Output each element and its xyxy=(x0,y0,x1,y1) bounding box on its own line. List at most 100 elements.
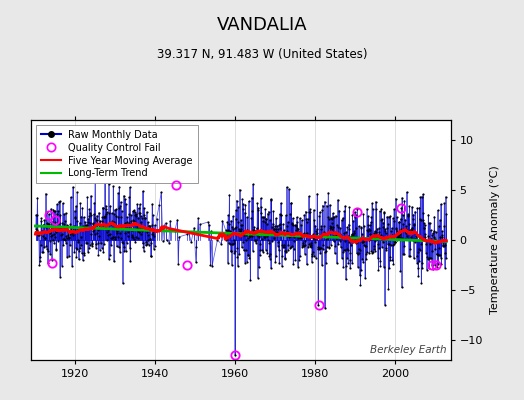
Point xyxy=(441,250,449,256)
Point xyxy=(81,223,90,230)
Point xyxy=(89,228,97,234)
Text: 39.317 N, 91.483 W (United States): 39.317 N, 91.483 W (United States) xyxy=(157,48,367,61)
Point xyxy=(262,216,270,222)
Point xyxy=(261,233,269,240)
Point xyxy=(296,253,304,260)
Point xyxy=(208,263,216,269)
Point xyxy=(81,222,89,229)
Point xyxy=(334,241,342,248)
Point xyxy=(263,232,271,239)
Point xyxy=(439,242,447,248)
Point xyxy=(383,213,391,220)
Point xyxy=(80,214,88,220)
Point xyxy=(314,302,322,308)
Point xyxy=(267,197,276,204)
Point xyxy=(412,253,421,260)
Point xyxy=(78,204,86,211)
Point xyxy=(119,240,127,246)
Point xyxy=(165,240,173,246)
Point xyxy=(145,222,154,229)
Point xyxy=(132,234,140,240)
Point xyxy=(235,226,243,232)
Point xyxy=(126,258,135,264)
Point xyxy=(311,222,320,229)
Point xyxy=(330,238,338,244)
Point xyxy=(308,259,316,265)
Point xyxy=(377,217,385,224)
Point xyxy=(432,238,441,244)
Point xyxy=(366,231,374,237)
Point xyxy=(256,241,264,247)
Point xyxy=(420,224,428,231)
Point xyxy=(289,246,298,252)
Point xyxy=(320,223,329,229)
Point xyxy=(281,255,289,262)
Point xyxy=(120,192,128,199)
Point xyxy=(357,224,365,231)
Point xyxy=(132,210,140,217)
Point xyxy=(205,222,214,228)
Point xyxy=(329,224,337,230)
Text: Berkeley Earth: Berkeley Earth xyxy=(370,345,446,355)
Point xyxy=(223,219,232,225)
Point xyxy=(399,251,407,257)
Point xyxy=(431,246,439,252)
Point xyxy=(405,221,413,227)
Point xyxy=(64,253,73,260)
Point xyxy=(415,204,423,211)
Point xyxy=(109,234,117,240)
Point xyxy=(285,230,293,236)
Point xyxy=(61,226,70,232)
Point xyxy=(410,238,419,245)
Point xyxy=(434,261,442,268)
Point xyxy=(116,249,124,255)
Point xyxy=(397,226,405,232)
Point xyxy=(110,210,118,217)
Point xyxy=(230,249,238,256)
Point xyxy=(333,224,342,230)
Point xyxy=(413,260,421,266)
Point xyxy=(155,202,163,208)
Point xyxy=(362,243,370,250)
Point xyxy=(134,235,142,241)
Point xyxy=(435,217,444,223)
Point xyxy=(378,236,387,243)
Point xyxy=(122,222,130,228)
Point xyxy=(324,213,332,220)
Point xyxy=(259,231,268,238)
Point xyxy=(288,242,296,249)
Point xyxy=(426,241,434,248)
Point xyxy=(243,227,252,234)
Point xyxy=(139,244,147,250)
Point xyxy=(319,246,327,252)
Point xyxy=(356,272,364,278)
Point xyxy=(313,246,322,252)
Point xyxy=(426,255,434,261)
Point xyxy=(294,229,303,235)
Point xyxy=(347,238,355,244)
Point xyxy=(299,242,307,248)
Point xyxy=(378,244,386,250)
Point xyxy=(417,240,425,247)
Point xyxy=(252,237,260,243)
Point xyxy=(395,219,403,226)
Point xyxy=(40,217,49,223)
Point xyxy=(433,250,441,257)
Point xyxy=(285,186,293,192)
Point xyxy=(265,208,273,215)
Point xyxy=(345,204,354,210)
Point xyxy=(335,231,343,238)
Point xyxy=(361,234,369,241)
Point xyxy=(343,224,352,230)
Point xyxy=(364,213,373,219)
Point xyxy=(35,232,43,238)
Point xyxy=(309,207,318,213)
Point xyxy=(288,215,297,222)
Point xyxy=(149,230,157,237)
Point xyxy=(400,236,409,242)
Point xyxy=(345,225,353,232)
Point xyxy=(342,246,351,252)
Point xyxy=(347,242,356,248)
Point xyxy=(287,200,295,207)
Point xyxy=(374,241,383,248)
